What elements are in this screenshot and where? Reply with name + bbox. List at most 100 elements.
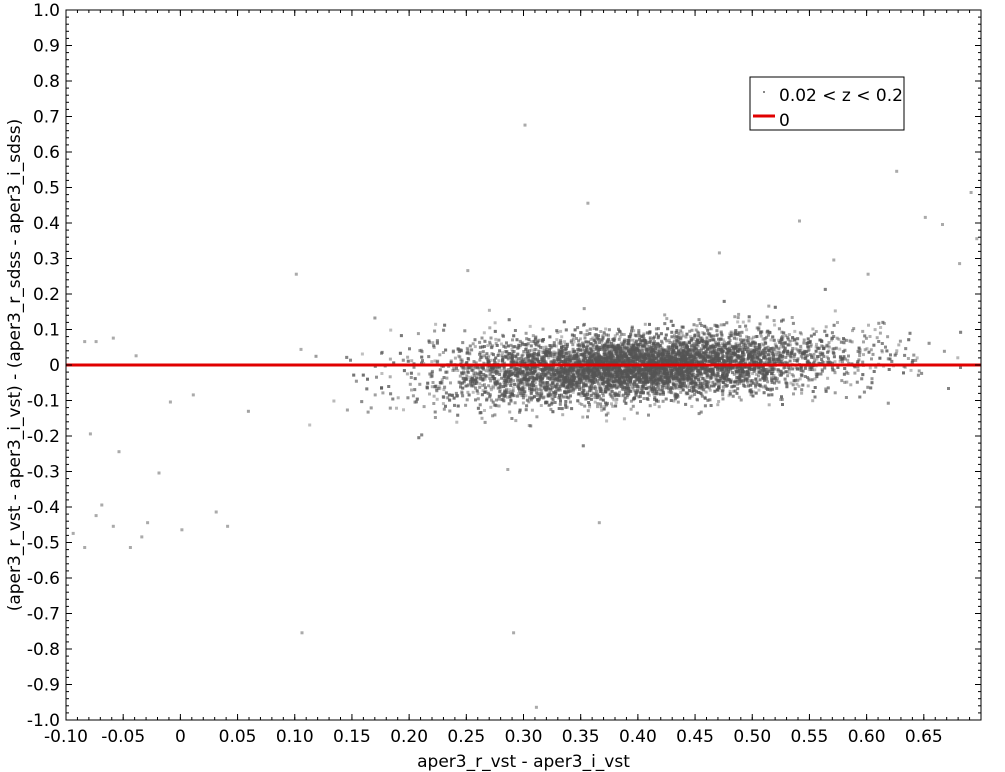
scatter-point <box>668 373 672 377</box>
scatter-point <box>645 342 649 346</box>
scatter-point <box>506 391 510 395</box>
scatter-point <box>681 388 685 392</box>
scatter-point <box>634 334 638 338</box>
scatter-point <box>771 346 775 350</box>
scatter-point <box>521 396 525 400</box>
scatter-point <box>456 369 460 372</box>
scatter-point <box>723 340 727 344</box>
scatter-point <box>525 404 529 408</box>
scatter-point <box>500 376 504 380</box>
scatter-point <box>755 366 758 370</box>
scatter-point <box>622 386 626 390</box>
scatter-point <box>588 374 592 378</box>
scatter-point <box>841 350 845 354</box>
scatter-point <box>709 354 712 358</box>
scatter-point <box>691 350 695 354</box>
scatter-point <box>615 374 619 378</box>
scatter-point <box>533 347 537 351</box>
scatter-point <box>478 385 482 389</box>
scatter-point <box>581 369 585 373</box>
scatter-point <box>894 352 898 355</box>
scatter-point <box>571 368 575 371</box>
scatter-point <box>523 386 527 390</box>
scatter-point <box>784 360 788 364</box>
scatter-point <box>679 347 683 351</box>
scatter-point <box>760 369 764 373</box>
scatter-point <box>693 348 697 352</box>
scatter-point <box>528 395 531 399</box>
scatter-point <box>581 341 585 345</box>
scatter-point <box>762 379 766 382</box>
scatter-point <box>615 351 619 354</box>
scatter-point <box>615 379 619 383</box>
scatter-point <box>507 368 511 372</box>
scatter-point <box>680 331 684 335</box>
scatter-point <box>459 382 463 386</box>
scatter-point <box>598 384 602 388</box>
scatter-point <box>498 390 502 394</box>
scatter-point <box>496 378 500 382</box>
scatter-point <box>652 344 656 348</box>
scatter-point <box>775 353 779 357</box>
scatter-point <box>837 337 841 341</box>
scatter-point <box>811 327 815 331</box>
scatter-point <box>806 344 810 348</box>
scatter-point <box>607 328 611 332</box>
scatter-point <box>559 329 563 333</box>
scatter-point <box>589 374 593 378</box>
scatter-point <box>539 382 543 386</box>
scatter-point <box>653 402 657 406</box>
scatter-point <box>777 380 781 384</box>
scatter-point <box>531 358 534 362</box>
scatter-point <box>493 377 497 381</box>
scatter-point <box>813 377 817 381</box>
scatter-point <box>783 342 787 346</box>
scatter-point <box>637 395 641 399</box>
scatter-point <box>489 358 493 362</box>
scatter-point <box>656 380 660 384</box>
scatter-point <box>718 360 722 364</box>
scatter-point <box>461 341 465 345</box>
scatter-point <box>605 378 609 381</box>
scatter-point <box>832 323 836 327</box>
scatter-point <box>617 373 621 377</box>
scatter-point <box>794 366 798 370</box>
scatter-point <box>639 368 642 372</box>
scatter-point <box>866 385 870 389</box>
scatter-point <box>705 380 709 384</box>
scatter-point <box>615 386 619 390</box>
scatter-point <box>552 390 556 394</box>
scatter-point <box>522 357 526 361</box>
scatter-point <box>597 350 600 354</box>
scatter-point <box>672 339 676 343</box>
scatter-point <box>486 366 490 370</box>
scatter-point <box>433 410 437 414</box>
scatter-point <box>473 374 477 378</box>
scatter-point <box>453 403 456 407</box>
scatter-point <box>619 350 623 354</box>
scatter-point <box>535 340 539 344</box>
scatter-point <box>779 370 783 374</box>
scatter-point <box>757 388 761 392</box>
scatter-point <box>442 328 446 332</box>
scatter-point <box>417 372 421 376</box>
scatter-point <box>858 354 862 358</box>
scatter-point <box>697 348 701 352</box>
scatter-point <box>506 370 510 374</box>
scatter-point <box>574 357 578 360</box>
scatter-point <box>539 390 543 394</box>
scatter-point <box>766 367 770 371</box>
scatter-point <box>536 357 540 361</box>
scatter-point <box>639 368 643 372</box>
scatter-point <box>729 354 733 358</box>
scatter-point <box>839 357 842 361</box>
scatter-point <box>483 383 486 387</box>
scatter-point <box>507 370 511 374</box>
scatter-point <box>478 370 482 374</box>
scatter-point <box>441 402 445 406</box>
scatter-point <box>530 408 534 412</box>
scatter-point <box>599 402 603 406</box>
scatter-point <box>708 339 712 343</box>
scatter-point <box>550 396 554 400</box>
scatter-point <box>674 346 678 350</box>
